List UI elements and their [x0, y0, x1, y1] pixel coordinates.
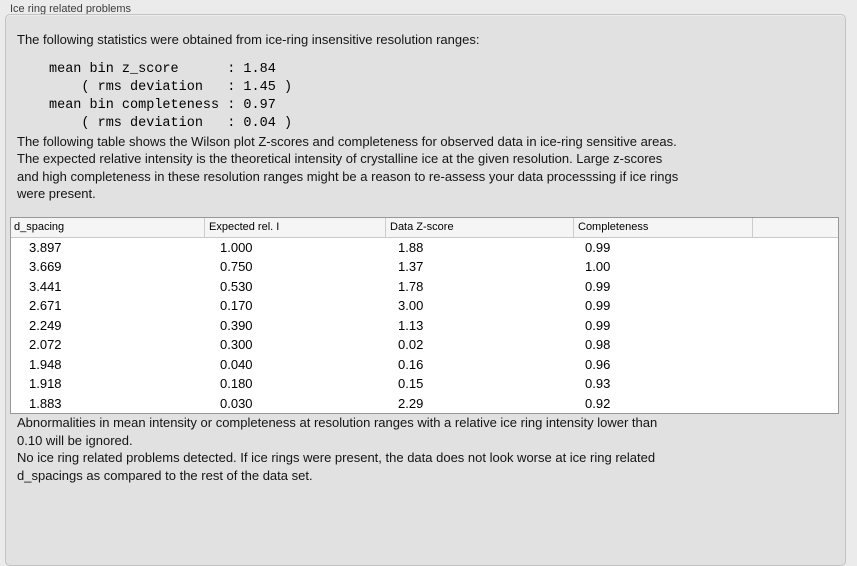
cell-empty: [752, 296, 838, 316]
cell-data-z-score: 1.88: [398, 239, 424, 255]
column-header-completeness[interactable]: Completeness: [573, 217, 752, 238]
cell-expected-rel-i: 0.170: [220, 298, 253, 313]
cell-empty: [752, 257, 838, 277]
table-row[interactable]: 3.897 1.000 1.88 0.99: [11, 238, 838, 258]
table-header-row: d_spacing Expected rel. I Data Z-score C…: [11, 217, 838, 238]
cell-d-spacing: 2.072: [29, 337, 62, 352]
cell-d-spacing: 1.948: [29, 356, 62, 372]
table-row[interactable]: 2.072 0.300 0.02 0.98: [11, 335, 838, 355]
cell-expected-rel-i: 0.750: [220, 259, 253, 274]
stats-intro-text: The following statistics were obtained f…: [17, 32, 480, 47]
cell-d-spacing: 3.897: [29, 239, 62, 255]
cell-empty: [752, 374, 838, 394]
conclusion-text: No ice ring related problems detected. I…: [17, 450, 656, 483]
cell-d-spacing: 3.441: [29, 278, 62, 294]
cell-completeness: 0.98: [585, 337, 611, 352]
cell-expected-rel-i: 1.000: [220, 239, 253, 255]
cell-empty: [752, 316, 838, 336]
cell-completeness: 0.99: [585, 278, 611, 294]
table-description: The following table shows the Wilson plo…: [17, 133, 679, 202]
table-row[interactable]: 2.671 0.170 3.00 0.99: [11, 296, 838, 316]
ice-ring-data-table: d_spacing Expected rel. I Data Z-score C…: [11, 217, 838, 414]
cell-empty: [752, 355, 838, 375]
cell-completeness: 1.00: [585, 259, 611, 274]
ice-ring-table: d_spacing Expected rel. I Data Z-score C…: [10, 216, 839, 414]
cell-empty: [752, 335, 838, 355]
cell-completeness: 0.96: [585, 356, 611, 372]
column-header-d-spacing[interactable]: d_spacing: [11, 217, 204, 238]
column-header-empty[interactable]: [752, 217, 838, 238]
column-header-expected-rel-i[interactable]: Expected rel. I: [204, 217, 385, 238]
cell-d-spacing: 1.918: [29, 376, 62, 391]
cell-data-z-score: 0.15: [398, 376, 424, 391]
cell-empty: [752, 277, 838, 297]
cell-completeness: 0.92: [585, 395, 611, 411]
cell-completeness: 0.99: [585, 298, 611, 313]
cell-empty: [752, 238, 838, 258]
cell-d-spacing: 3.669: [29, 259, 62, 274]
cell-empty: [752, 394, 838, 414]
cell-completeness: 0.99: [585, 317, 611, 333]
cell-data-z-score: 1.37: [398, 259, 424, 274]
cell-expected-rel-i: 0.390: [220, 317, 253, 333]
column-header-data-z-score[interactable]: Data Z-score: [385, 217, 573, 238]
cell-expected-rel-i: 0.030: [220, 395, 253, 411]
cell-data-z-score: 0.16: [398, 356, 424, 372]
table-row[interactable]: 1.918 0.180 0.15 0.93: [11, 374, 838, 394]
cell-data-z-score: 2.29: [398, 395, 424, 411]
cell-data-z-score: 0.02: [398, 337, 424, 352]
cell-d-spacing: 2.671: [29, 298, 62, 313]
cell-expected-rel-i: 0.180: [220, 376, 253, 391]
cell-completeness: 0.93: [585, 376, 611, 391]
panel-title: Ice ring related problems: [10, 3, 132, 15]
stats-block: mean bin z_score : 1.84 ( rms deviation …: [49, 61, 293, 131]
cell-data-z-score: 1.78: [398, 278, 424, 294]
cell-data-z-score: 1.13: [398, 317, 424, 333]
table-row[interactable]: 2.249 0.390 1.13 0.99: [11, 316, 838, 336]
table-row[interactable]: 1.948 0.040 0.16 0.96: [11, 355, 838, 375]
cell-data-z-score: 3.00: [398, 298, 424, 313]
cell-d-spacing: 1.883: [29, 395, 62, 411]
ignore-note: Abnormalities in mean intensity or compl…: [17, 415, 658, 448]
cell-completeness: 0.99: [585, 239, 611, 255]
table-row[interactable]: 3.441 0.530 1.78 0.99: [11, 277, 838, 297]
table-row[interactable]: 3.669 0.750 1.37 1.00: [11, 257, 838, 277]
cell-expected-rel-i: 0.040: [220, 356, 253, 372]
ice-ring-groupbox: The following statistics were obtained f…: [5, 14, 846, 566]
table-row[interactable]: 1.883 0.030 2.29 0.92: [11, 394, 838, 414]
cell-d-spacing: 2.249: [29, 317, 62, 333]
cell-expected-rel-i: 0.530: [220, 278, 253, 294]
cell-expected-rel-i: 0.300: [220, 337, 253, 352]
